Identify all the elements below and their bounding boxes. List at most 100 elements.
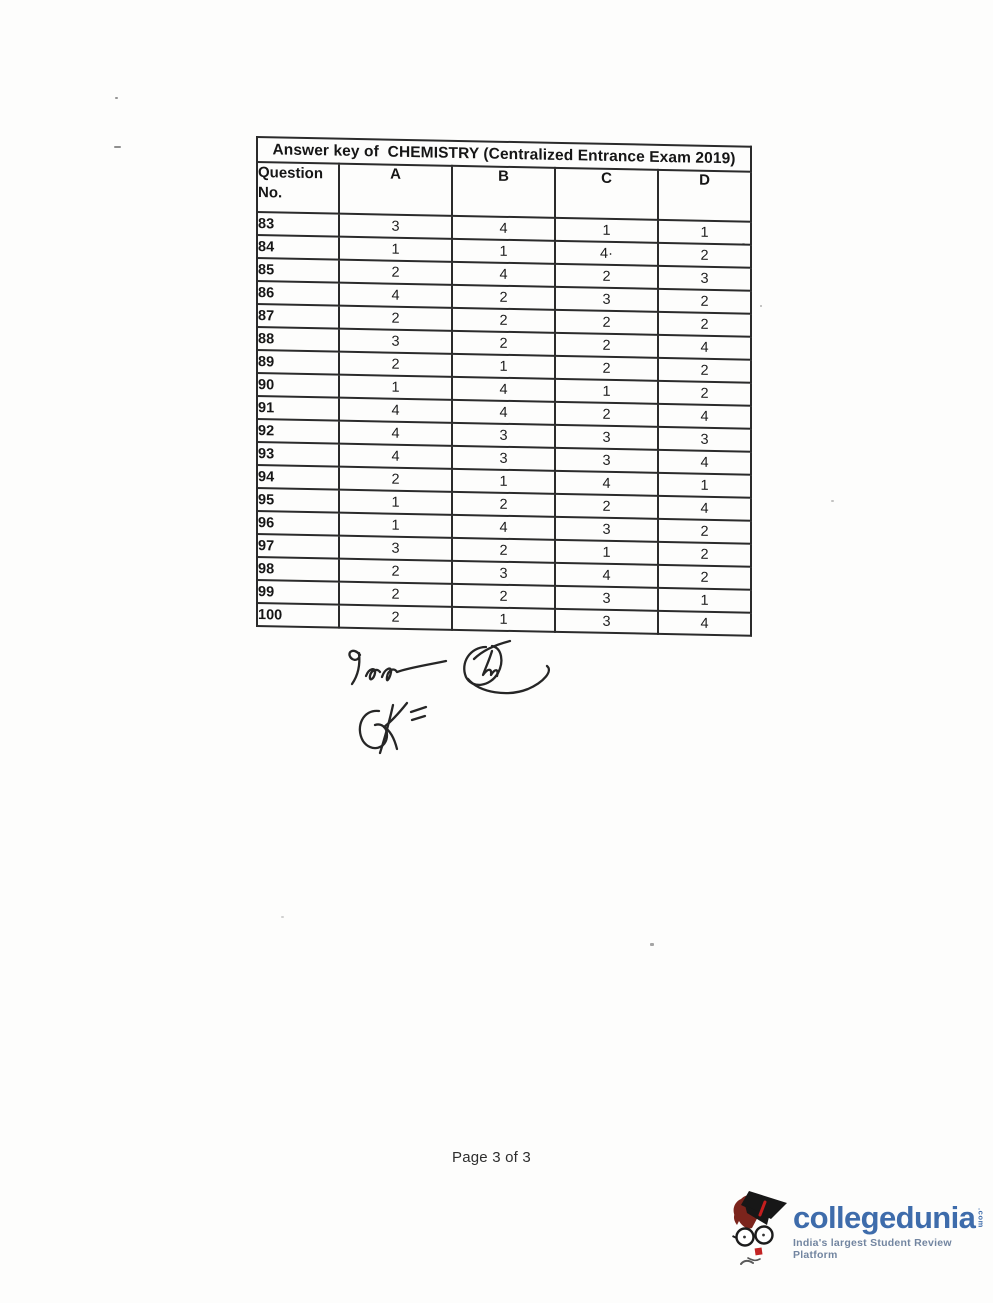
answer-key-table-wrap: Answer key of CHEMISTRY (Centralized Ent… bbox=[256, 136, 752, 637]
answer-value-cell: 4 bbox=[452, 514, 555, 540]
column-header-c: C bbox=[555, 167, 658, 220]
scan-speck bbox=[831, 500, 834, 502]
column-header-question: Question No. bbox=[257, 162, 339, 214]
answer-value-cell: 4 bbox=[658, 334, 752, 360]
answer-value-cell: 4 bbox=[555, 470, 658, 496]
answer-value-cell: 2 bbox=[339, 558, 452, 584]
question-number-cell: 88 bbox=[257, 327, 339, 352]
brand-suffix: .com bbox=[976, 1208, 986, 1228]
scan-speck bbox=[650, 943, 654, 946]
answer-value-cell: 2 bbox=[452, 537, 555, 563]
question-number-cell: 87 bbox=[257, 304, 339, 329]
question-number-cell: 96 bbox=[257, 511, 339, 536]
page-number-label: Page 3 of 3 bbox=[452, 1149, 531, 1166]
question-number-cell: 97 bbox=[257, 534, 339, 559]
column-header-d: D bbox=[658, 169, 752, 222]
answer-value-cell: 1 bbox=[658, 587, 752, 613]
scan-speck bbox=[742, 243, 745, 245]
answer-key-table: Answer key of CHEMISTRY (Centralized Ent… bbox=[256, 136, 752, 637]
answer-value-cell: 2 bbox=[658, 311, 752, 337]
answer-value-cell: 4 bbox=[452, 376, 555, 402]
answer-value-cell: 3 bbox=[555, 516, 658, 542]
question-number-cell: 93 bbox=[257, 442, 339, 467]
answer-value-cell: 3 bbox=[452, 422, 555, 448]
answer-value-cell: 2 bbox=[658, 518, 752, 544]
answer-rows: 83 3 4 1 1 84 1 1 4· 2 85 2 4 2 3 86 4 2 3 2 87 2 2 2 2 88 3 2 2 4 89 2… bbox=[257, 212, 752, 636]
answer-value-cell: 1 bbox=[452, 238, 555, 264]
answer-value-cell: 2 bbox=[452, 583, 555, 609]
answer-value-cell: 3 bbox=[339, 535, 452, 561]
answer-value-cell: 2 bbox=[658, 541, 752, 567]
answer-value-cell: 2 bbox=[339, 604, 452, 630]
answer-value-cell: 4 bbox=[339, 397, 452, 423]
answer-value-cell: 2 bbox=[555, 493, 658, 519]
brand-name: collegedunia bbox=[792, 1200, 976, 1235]
answer-value-cell: 1 bbox=[339, 236, 452, 262]
scan-speck bbox=[760, 305, 762, 307]
answer-value-cell: 4 bbox=[452, 215, 555, 241]
answer-value-cell: 4 bbox=[658, 403, 752, 429]
answer-value-cell: 1 bbox=[339, 512, 452, 538]
answer-value-cell: 2 bbox=[658, 564, 752, 590]
answer-value-cell: 2 bbox=[339, 581, 452, 607]
answer-value-cell: 1 bbox=[339, 374, 452, 400]
question-number-cell: 90 bbox=[257, 373, 339, 398]
handwritten-signature-2 bbox=[463, 639, 550, 695]
answer-value-cell: 3 bbox=[555, 608, 658, 634]
handwritten-signature-1 bbox=[348, 649, 448, 686]
answer-value-cell: 2 bbox=[452, 330, 555, 356]
answer-value-cell: 3 bbox=[555, 286, 658, 312]
answer-value-cell: 3 bbox=[555, 447, 658, 473]
question-number-cell: 85 bbox=[257, 258, 339, 283]
collegedunia-logo: collegedunia .com India's largest Studen… bbox=[729, 1190, 993, 1264]
answer-value-cell: 3 bbox=[452, 445, 555, 471]
answer-value-cell: 4 bbox=[339, 420, 452, 446]
answer-value-cell: 1 bbox=[452, 468, 555, 494]
answer-value-cell: 2 bbox=[555, 355, 658, 381]
question-number-cell: 91 bbox=[257, 396, 339, 421]
question-number-cell: 99 bbox=[257, 580, 339, 605]
answer-value-cell: 4 bbox=[339, 443, 452, 469]
answer-value-cell: 1 bbox=[555, 539, 658, 565]
brand-tagline: India's largest Student Review Platform bbox=[792, 1237, 952, 1261]
answer-value-cell: 3 bbox=[339, 328, 452, 354]
answer-value-cell: 4 bbox=[658, 495, 752, 521]
answer-value-cell: 2 bbox=[452, 491, 555, 517]
answer-value-cell: 2 bbox=[555, 263, 658, 289]
answer-value-cell: 1 bbox=[658, 219, 752, 245]
scan-mark-tilde bbox=[740, 1259, 754, 1265]
answer-value-cell: 2 bbox=[555, 401, 658, 427]
answer-value-cell: 2 bbox=[658, 357, 752, 383]
question-number-cell: 92 bbox=[257, 419, 339, 444]
answer-value-cell: 2 bbox=[339, 466, 452, 492]
question-number-cell: 94 bbox=[257, 465, 339, 490]
answer-value-cell: 3 bbox=[555, 424, 658, 450]
answer-value-cell: 1 bbox=[555, 378, 658, 404]
answer-value-cell: 4 bbox=[555, 562, 658, 588]
student-mascot-icon bbox=[732, 1191, 787, 1262]
logo-text-block: collegedunia .com India's largest Studen… bbox=[793, 1190, 993, 1261]
scan-speck bbox=[114, 146, 121, 148]
question-number-cell: 83 bbox=[257, 212, 339, 237]
answer-value-cell: 3 bbox=[555, 585, 658, 611]
question-number-cell: 89 bbox=[257, 350, 339, 375]
answer-value-cell: 4 bbox=[452, 399, 555, 425]
answer-value-cell: 3 bbox=[339, 213, 452, 239]
question-number-cell: 84 bbox=[257, 235, 339, 260]
answer-value-cell: 2 bbox=[452, 307, 555, 333]
answer-value-cell: 1 bbox=[452, 353, 555, 379]
answer-value-cell: 2 bbox=[339, 305, 452, 331]
answer-value-cell: 4 bbox=[658, 610, 752, 636]
answer-value-cell: 2 bbox=[555, 332, 658, 358]
answer-value-cell: 2 bbox=[658, 242, 752, 268]
answer-value-cell: 4 bbox=[658, 449, 752, 475]
answer-value-cell: 2 bbox=[339, 259, 452, 285]
answer-value-cell: 1 bbox=[452, 606, 555, 632]
answer-value-cell: 2 bbox=[658, 288, 752, 314]
answer-value-cell: 1 bbox=[555, 217, 658, 243]
question-number-cell: 86 bbox=[257, 281, 339, 306]
answer-value-cell: 1 bbox=[658, 472, 752, 498]
handwritten-signature-3 bbox=[358, 701, 428, 755]
answer-value-cell: 3 bbox=[658, 265, 752, 291]
